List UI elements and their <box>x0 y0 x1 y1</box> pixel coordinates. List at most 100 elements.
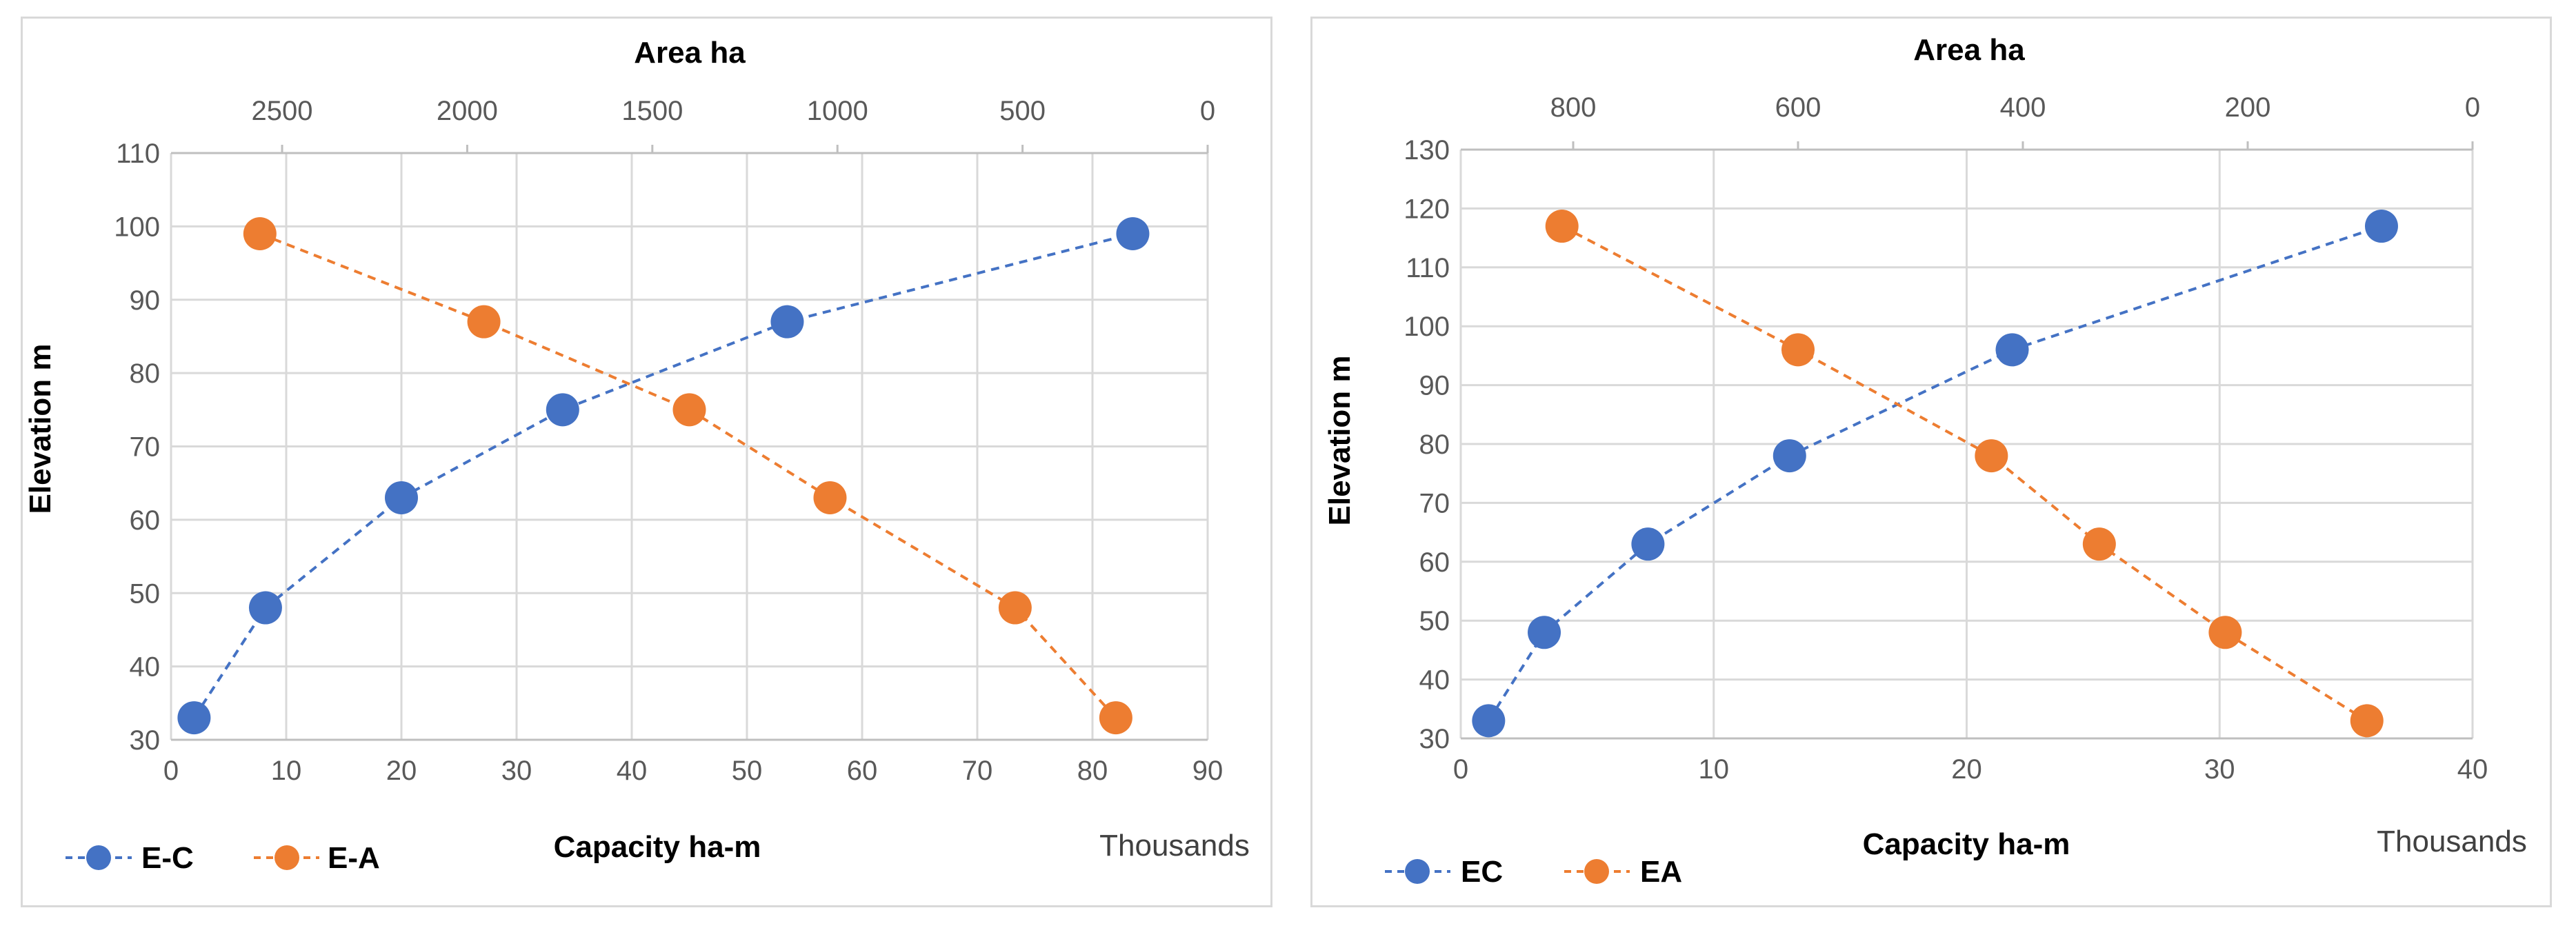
x-tick-label: 40 <box>2457 754 2488 785</box>
data-point-ea <box>2208 616 2242 649</box>
y-tick-label: 60 <box>1419 547 1450 578</box>
x-tick-label: 70 <box>962 756 993 786</box>
x-tick-label: 30 <box>501 756 532 786</box>
chart-left-svg: 30 40 50 60 70 80 90 100 110 0 10 20 30 40 50 60 70 80 90 2… <box>23 36 1250 875</box>
top-tick-label: 600 <box>1775 92 1821 123</box>
data-point-ec <box>1995 333 2029 367</box>
x-axis-units-label: Thousands <box>1099 829 1250 863</box>
y-tick-label: 100 <box>1404 312 1450 342</box>
y-tick-label: 80 <box>1419 430 1450 460</box>
top-tick-label: 2500 <box>252 96 313 126</box>
data-point-e-a <box>1099 701 1132 735</box>
y-tick-label: 100 <box>114 212 160 242</box>
top-tick-label: 1000 <box>807 96 868 126</box>
legend-label-area: EA <box>1640 855 1682 889</box>
x-tick-label: 0 <box>163 756 179 786</box>
x-tick-label: 40 <box>617 756 648 786</box>
x-tick-label: 50 <box>732 756 763 786</box>
data-point-ec <box>1631 527 1665 561</box>
top-tick-label: 1500 <box>621 96 683 126</box>
y-tick-label: 70 <box>130 432 161 463</box>
data-point-e-c <box>248 591 282 625</box>
chart-panel-right: 30 40 50 60 70 80 90 100 110 120 130 0 10 20 30 40 800 60… <box>1310 17 2552 907</box>
legend-item-capacity: E-C <box>66 841 194 875</box>
data-point-ec <box>1773 439 1806 473</box>
top-axis-title: Area ha <box>634 36 746 70</box>
x-tick-label: 90 <box>1192 756 1224 786</box>
data-point-ec <box>2364 210 2398 243</box>
y-tick-label: 40 <box>1419 665 1450 696</box>
x-tick-label: 80 <box>1077 756 1108 786</box>
data-point-e-c <box>385 481 418 514</box>
legend-label-capacity: E-C <box>141 841 194 875</box>
legend-swatch-marker <box>86 845 111 870</box>
data-point-ea <box>1781 333 1815 367</box>
y-tick-label: 120 <box>1404 194 1450 224</box>
legend-swatch-marker <box>1405 859 1430 884</box>
data-point-ea <box>1545 210 1579 243</box>
legend-item-area: E-A <box>254 841 380 875</box>
x-axis-units-label: Thousands <box>2377 825 2527 858</box>
data-point-e-c <box>177 701 211 735</box>
y-tick-label: 110 <box>1406 253 1450 283</box>
chart-panel-left: 30 40 50 60 70 80 90 100 110 0 10 20 30 40 50 60 70 80 90 2… <box>21 17 1272 907</box>
data-point-e-a <box>243 217 277 251</box>
top-tick-label: 800 <box>1550 92 1597 123</box>
legend-label-capacity: EC <box>1461 855 1503 889</box>
top-tick-label: 500 <box>999 96 1046 126</box>
data-point-ea <box>2350 704 2384 738</box>
data-point-e-a <box>467 305 501 339</box>
x-tick-label: 10 <box>1699 754 1730 785</box>
x-tick-label: 0 <box>1453 754 1468 785</box>
x-axis-title: Capacity ha-m <box>554 830 761 864</box>
y-tick-label: 80 <box>130 359 161 389</box>
x-tick-label: 60 <box>847 756 878 786</box>
chart-right-svg: 30 40 50 60 70 80 90 100 110 120 130 0 10 20 30 40 800 60… <box>1323 33 2527 889</box>
y-axis-title: Elevation m <box>1323 356 1357 526</box>
y-tick-label: 30 <box>130 725 161 756</box>
top-tick-label: 0 <box>1200 96 1215 126</box>
top-tick-label: 2000 <box>437 96 498 126</box>
y-tick-label: 50 <box>130 578 161 609</box>
data-point-e-a <box>813 481 847 514</box>
top-axis-title: Area ha <box>1913 33 2025 67</box>
y-tick-label: 30 <box>1419 724 1450 754</box>
data-point-e-c <box>546 393 579 427</box>
data-point-ec <box>1472 704 1506 738</box>
data-point-e-a <box>998 591 1032 625</box>
data-point-e-c <box>1116 217 1150 251</box>
top-tick-label: 400 <box>2000 92 2046 123</box>
data-point-ea <box>1975 439 2008 473</box>
series-line-ea <box>1561 225 2368 723</box>
y-tick-label: 110 <box>116 139 160 169</box>
x-tick-label: 20 <box>386 756 417 786</box>
y-tick-label: 130 <box>1404 135 1450 165</box>
data-point-e-c <box>770 305 804 339</box>
top-tick-label: 0 <box>2465 92 2480 123</box>
y-tick-label: 90 <box>130 285 161 316</box>
legend: E-C E-A <box>66 841 380 875</box>
legend-label-area: E-A <box>328 841 380 875</box>
y-tick-label: 60 <box>130 505 161 536</box>
y-axis-title: Elevation m <box>23 344 57 514</box>
top-tick-label: 200 <box>2225 92 2271 123</box>
data-point-ea <box>2082 527 2116 561</box>
data-point-ec <box>1528 616 1561 649</box>
legend: EC EA <box>1385 855 1682 889</box>
x-axis-title: Capacity ha-m <box>1863 827 2070 861</box>
legend-item-area: EA <box>1564 855 1682 889</box>
data-point-e-a <box>672 393 706 427</box>
x-tick-label: 20 <box>1951 754 1982 785</box>
y-tick-label: 70 <box>1419 488 1450 518</box>
legend-item-capacity: EC <box>1385 855 1503 889</box>
legend-swatch-marker <box>274 845 299 870</box>
series-line-ec <box>1487 225 2382 722</box>
y-tick-label: 50 <box>1419 606 1450 636</box>
y-tick-label: 90 <box>1419 371 1450 401</box>
x-tick-label: 30 <box>2204 754 2235 785</box>
y-tick-label: 40 <box>130 652 161 683</box>
legend-swatch-marker <box>1584 859 1609 884</box>
x-tick-label: 10 <box>271 756 302 786</box>
series-line-e-c <box>192 232 1133 719</box>
series-line-e-a <box>259 232 1117 719</box>
